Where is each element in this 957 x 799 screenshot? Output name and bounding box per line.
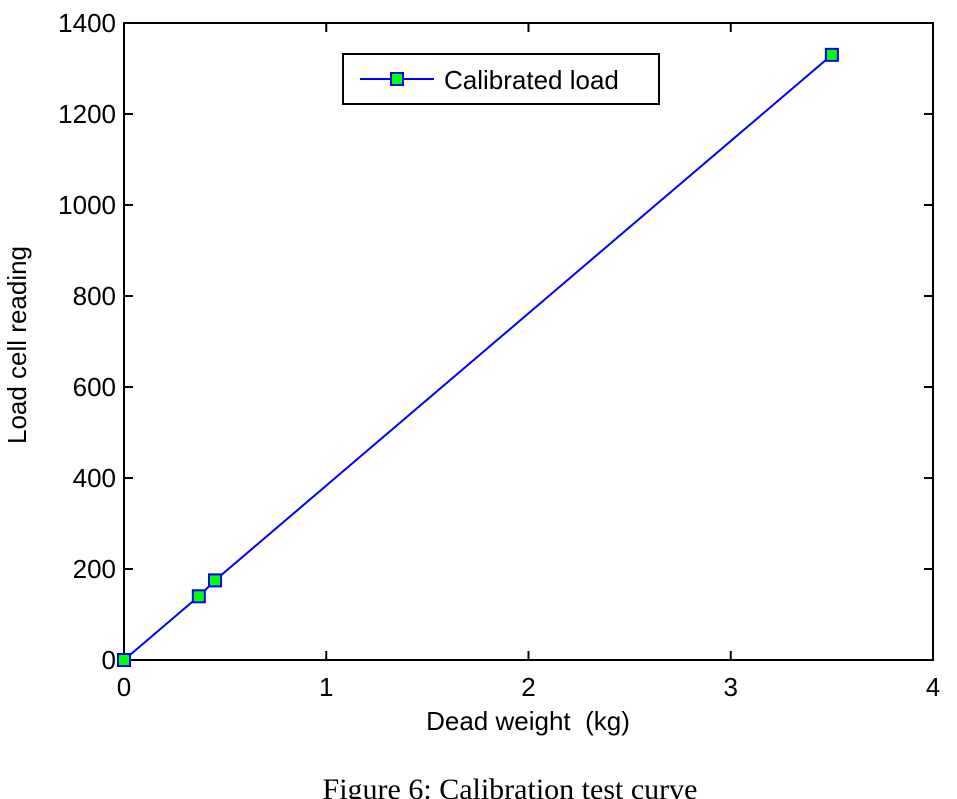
y-tick-label: 800 [73, 281, 116, 311]
y-tick-label: 1000 [58, 190, 116, 220]
legend-label: Calibrated load [444, 65, 619, 95]
y-ticks: 0 200 400 600 800 1000 1200 1400 [58, 8, 933, 675]
y-tick-label: 1200 [58, 99, 116, 129]
y-axis-label: Load cell reading [2, 246, 32, 444]
y-tick-label: 400 [73, 463, 116, 493]
figure-caption: Figure 6: Calibration test curve [323, 773, 698, 799]
plot-area: 0 1 2 3 4 0 200 400 600 800 1000 1200 1400 [58, 8, 940, 702]
y-tick-label: 600 [73, 372, 116, 402]
y-tick-label: 200 [73, 554, 116, 584]
x-tick-label: 2 [521, 672, 535, 702]
x-tick-label: 0 [117, 672, 131, 702]
y-tick-label: 0 [102, 645, 116, 675]
axes-frame [123, 22, 934, 661]
y-tick-label: 1400 [58, 8, 116, 38]
data-point-marker [208, 573, 223, 588]
legend-marker [390, 72, 404, 86]
x-tick-label: 3 [724, 672, 738, 702]
series-line [123, 54, 833, 661]
x-axis-label: Dead weight (kg) [426, 706, 630, 736]
data-point-marker [824, 47, 839, 62]
x-ticks: 0 1 2 3 4 [117, 23, 940, 702]
data-point-marker [117, 653, 131, 667]
legend: Calibrated load [342, 53, 660, 105]
series-layer [117, 47, 839, 667]
x-tick-label: 1 [319, 672, 333, 702]
data-point-marker [191, 589, 206, 604]
x-tick-label: 4 [926, 672, 940, 702]
